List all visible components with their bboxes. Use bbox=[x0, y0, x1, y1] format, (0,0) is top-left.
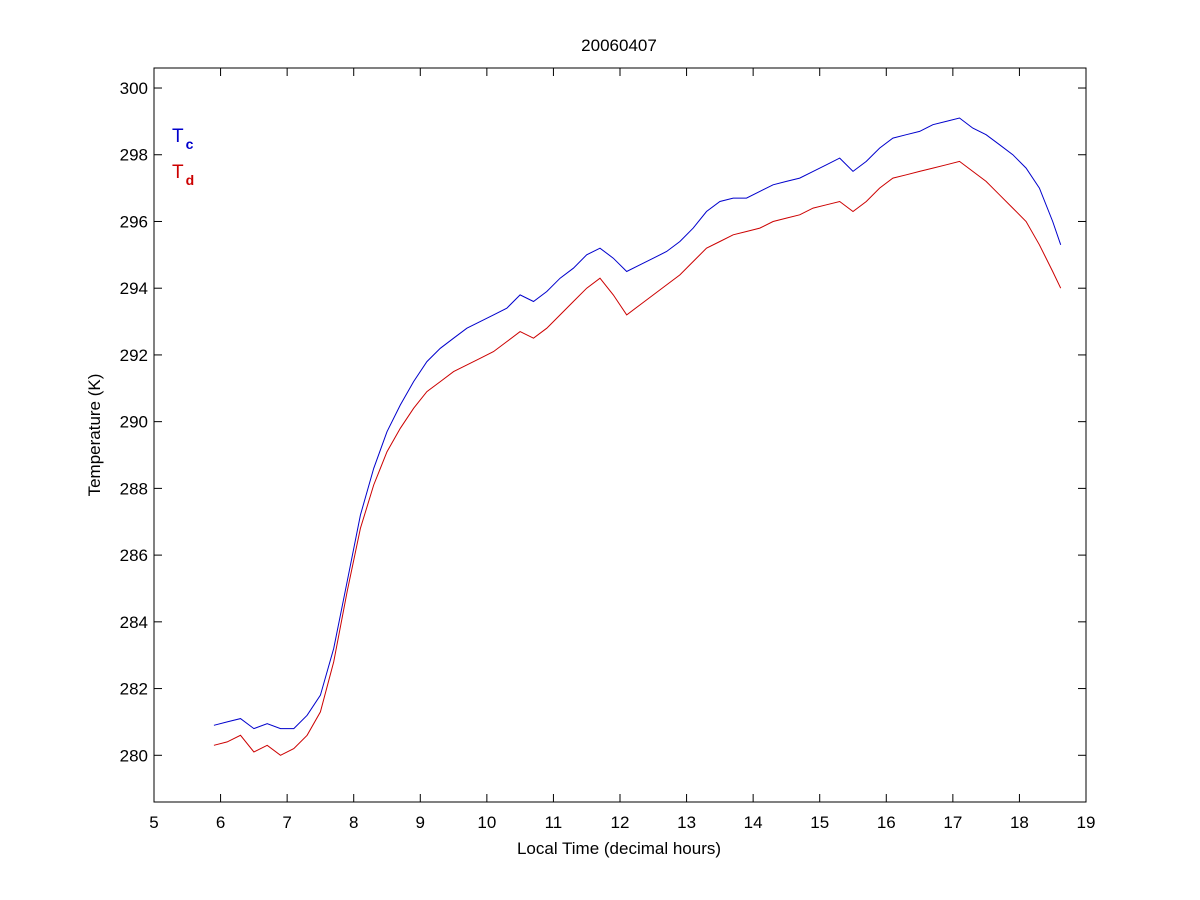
x-tick-label: 5 bbox=[149, 813, 158, 832]
x-tick-label: 17 bbox=[943, 813, 962, 832]
legend-label: T bbox=[172, 162, 184, 183]
y-tick-label: 286 bbox=[120, 546, 148, 565]
series-line-td bbox=[213, 160, 1062, 756]
legend-subscript: c bbox=[186, 136, 194, 152]
y-tick-label: 296 bbox=[120, 212, 148, 231]
x-tick-label: 18 bbox=[1010, 813, 1029, 832]
y-tick-label: 292 bbox=[120, 346, 148, 365]
chart-title: 20060407 bbox=[581, 36, 657, 55]
x-tick-label: 15 bbox=[810, 813, 829, 832]
x-tick-label: 8 bbox=[349, 813, 358, 832]
series-group bbox=[213, 117, 1062, 756]
y-tick-label: 300 bbox=[120, 79, 148, 98]
y-tick-label: 290 bbox=[120, 413, 148, 432]
x-tick-label: 13 bbox=[677, 813, 696, 832]
x-tick-label: 10 bbox=[477, 813, 496, 832]
x-tick-label: 6 bbox=[216, 813, 225, 832]
x-axis-ticks: 5 6 7 8 9 10 11 12 13 14 15 16 17 18 19 bbox=[149, 68, 1095, 832]
x-axis-title: Local Time (decimal hours) bbox=[517, 839, 721, 858]
x-tick-label: 7 bbox=[282, 813, 291, 832]
y-tick-label: 284 bbox=[120, 613, 148, 632]
y-tick-label: 282 bbox=[120, 680, 148, 699]
y-axis-ticks: 280 282 284 286 288 290 292 294 296 298 300 bbox=[120, 79, 1086, 765]
y-axis-title: Temperature (K) bbox=[85, 374, 104, 497]
y-tick-label: 298 bbox=[120, 146, 148, 165]
y-tick-label: 294 bbox=[120, 279, 148, 298]
x-tick-label: 14 bbox=[744, 813, 763, 832]
legend-label: T bbox=[172, 126, 184, 147]
x-tick-label: 19 bbox=[1077, 813, 1096, 832]
y-tick-label: 280 bbox=[120, 746, 148, 765]
legend-subscript: d bbox=[186, 172, 195, 188]
x-tick-label: 16 bbox=[877, 813, 896, 832]
plot-area-frame bbox=[153, 67, 1087, 803]
x-tick-label: 11 bbox=[545, 813, 563, 832]
series-line-tc bbox=[213, 117, 1062, 730]
x-tick-label: 12 bbox=[611, 813, 630, 832]
y-tick-label: 288 bbox=[120, 479, 148, 498]
x-tick-label: 9 bbox=[416, 813, 425, 832]
